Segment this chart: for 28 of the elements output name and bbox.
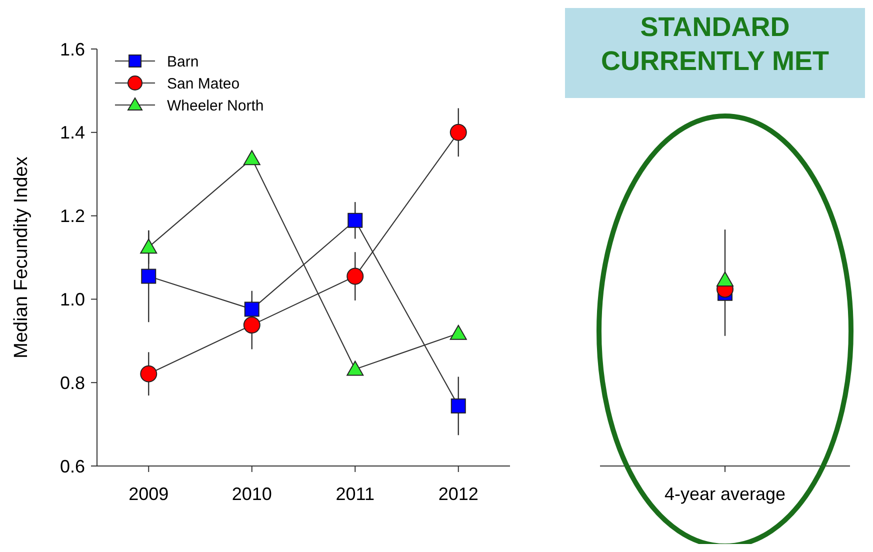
y-tick-label: 0.8 — [60, 372, 85, 393]
point — [141, 268, 156, 284]
x-tick-label: 2010 — [232, 484, 272, 504]
point — [244, 302, 260, 317]
legend-label: San Mateo — [167, 75, 240, 92]
legend-label: Barn — [167, 53, 199, 70]
point — [450, 398, 466, 414]
x-tick-label: 2011 — [336, 484, 374, 504]
point — [348, 212, 363, 228]
y-tick-label: 1.0 — [60, 290, 85, 310]
y-tick-label: 0.6 — [60, 456, 85, 476]
legend-label: Wheeler North — [167, 97, 264, 114]
y-tick-label: 1.2 — [60, 206, 85, 226]
x-tick-label: 2009 — [128, 484, 169, 504]
point — [140, 365, 158, 382]
point — [450, 324, 467, 340]
point — [346, 268, 364, 285]
y-tick-label: 1.6 — [60, 39, 85, 60]
point — [243, 150, 260, 166]
point — [243, 316, 260, 334]
point — [450, 124, 467, 141]
annotation: STANDARD CURRENTLY MET — [600, 12, 830, 76]
x-tick-label: 2012 — [438, 484, 478, 504]
x-tick-label: 4-year average — [664, 484, 786, 504]
point — [346, 360, 364, 376]
y-tick-label: 1.4 — [60, 122, 85, 143]
y-axis-title: Median Fecundity Index — [11, 156, 32, 358]
point — [140, 238, 158, 254]
